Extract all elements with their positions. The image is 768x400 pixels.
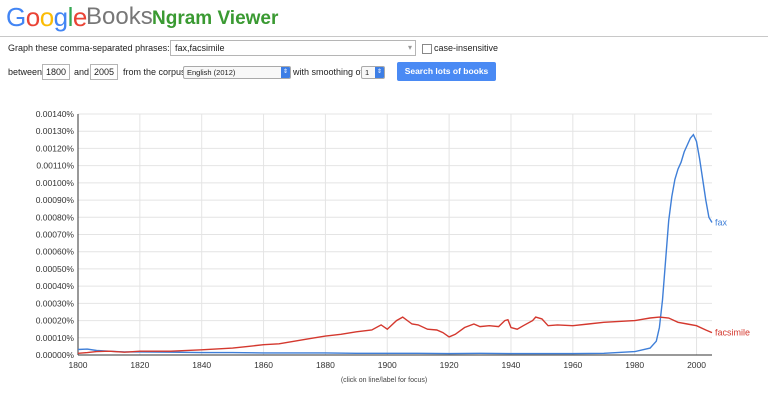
logo-letter: e [72, 2, 87, 32]
corpus-value: English (2012) [187, 68, 236, 77]
select-arrows-icon[interactable]: ⇕ [375, 67, 384, 78]
y-tick-label: 0.00100% [36, 178, 75, 188]
year-end-input[interactable]: 2005 [90, 64, 118, 80]
smoothing-value: 1 [365, 68, 370, 77]
smoothing-select[interactable]: 1 ⇕ [361, 66, 385, 79]
x-tick-label: 1880 [316, 360, 335, 370]
corpus-label: from the corpus [123, 67, 186, 77]
x-tick-label: 1800 [69, 360, 88, 370]
series-label-facsimile[interactable]: facsimile [715, 328, 750, 338]
series-line-facsimile[interactable] [77, 316, 713, 354]
x-tick-label: 1920 [440, 360, 459, 370]
series-label-fax[interactable]: fax [715, 217, 728, 227]
logo-letter: o [39, 2, 54, 32]
series-line-fax[interactable] [77, 133, 713, 355]
y-tick-label: 0.00070% [36, 230, 75, 240]
phrases-value: fax,facsimile [175, 43, 225, 53]
y-tick-label: 0.00020% [36, 316, 75, 326]
y-tick-label: 0.00140% [36, 109, 75, 119]
phrases-input[interactable]: fax,facsimile ▾ [170, 40, 416, 56]
phrases-label: Graph these comma-separated phrases: [8, 43, 170, 53]
x-tick-label: 1820 [130, 360, 149, 370]
y-tick-label: 0.00040% [36, 281, 75, 291]
chevron-down-icon[interactable]: ▾ [407, 43, 412, 52]
y-tick-label: 0.00060% [36, 247, 75, 257]
x-tick-label: 1980 [625, 360, 644, 370]
ngram-viewer-title[interactable]: Ngram Viewer [152, 8, 279, 29]
logo-letter: G [6, 2, 26, 32]
case-insensitive-checkbox[interactable] [422, 44, 432, 54]
y-tick-label: 0.00110% [36, 161, 74, 171]
smoothing-label: with smoothing of [293, 67, 364, 77]
select-arrows-icon[interactable]: ⇕ [281, 67, 290, 78]
x-tick-label: 1860 [254, 360, 273, 370]
corpus-select[interactable]: English (2012) ⇕ [183, 66, 291, 79]
logo-letter: l [67, 2, 74, 32]
y-tick-label: 0.00120% [36, 143, 75, 153]
y-tick-label: 0.00080% [36, 212, 75, 222]
year-start-input[interactable]: 1800 [42, 64, 70, 80]
between-label: between [8, 67, 43, 77]
search-button[interactable]: Search lots of books [397, 62, 496, 81]
books-label: Books [86, 3, 153, 30]
x-tick-label: 1900 [378, 360, 397, 370]
x-tick-label: 1840 [192, 360, 211, 370]
and-label: and [74, 67, 90, 77]
y-tick-label: 0.00090% [36, 195, 75, 205]
y-tick-label: 0.00050% [36, 264, 75, 274]
case-insensitive-label: case-insensitive [434, 43, 499, 53]
y-tick-label: 0.00010% [36, 333, 75, 343]
chart-focus-note: (click on line/label for focus) [340, 377, 428, 384]
y-tick-label: 0.00000% [36, 350, 75, 360]
y-tick-label: 0.00130% [36, 126, 75, 136]
y-tick-label: 0.00030% [36, 298, 75, 308]
google-logo[interactable]: Google [6, 2, 87, 33]
logo-letter: g [53, 2, 68, 32]
x-tick-label: 2000 [687, 360, 706, 370]
logo-letter: o [25, 2, 40, 32]
header: Google Books Ngram Viewer [0, 0, 768, 37]
x-tick-label: 1960 [563, 360, 582, 370]
x-tick-label: 1940 [502, 360, 521, 370]
